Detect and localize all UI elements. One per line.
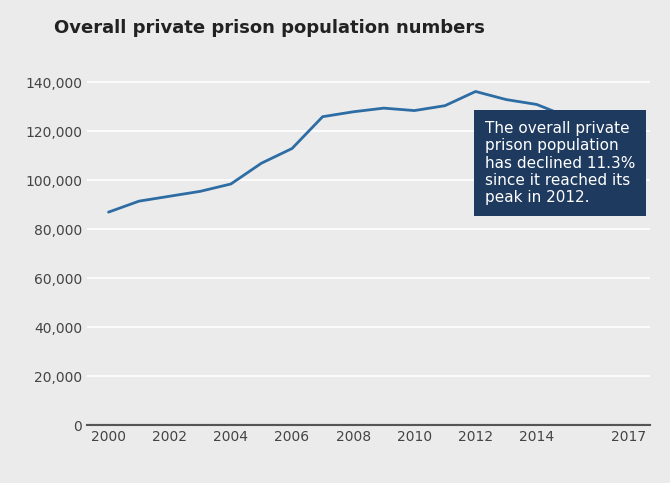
Text: Overall private prison population numbers: Overall private prison population number…	[54, 19, 484, 37]
Text: The overall private
prison population
has declined 11.3%
since it reached its
pe: The overall private prison population ha…	[484, 121, 635, 205]
